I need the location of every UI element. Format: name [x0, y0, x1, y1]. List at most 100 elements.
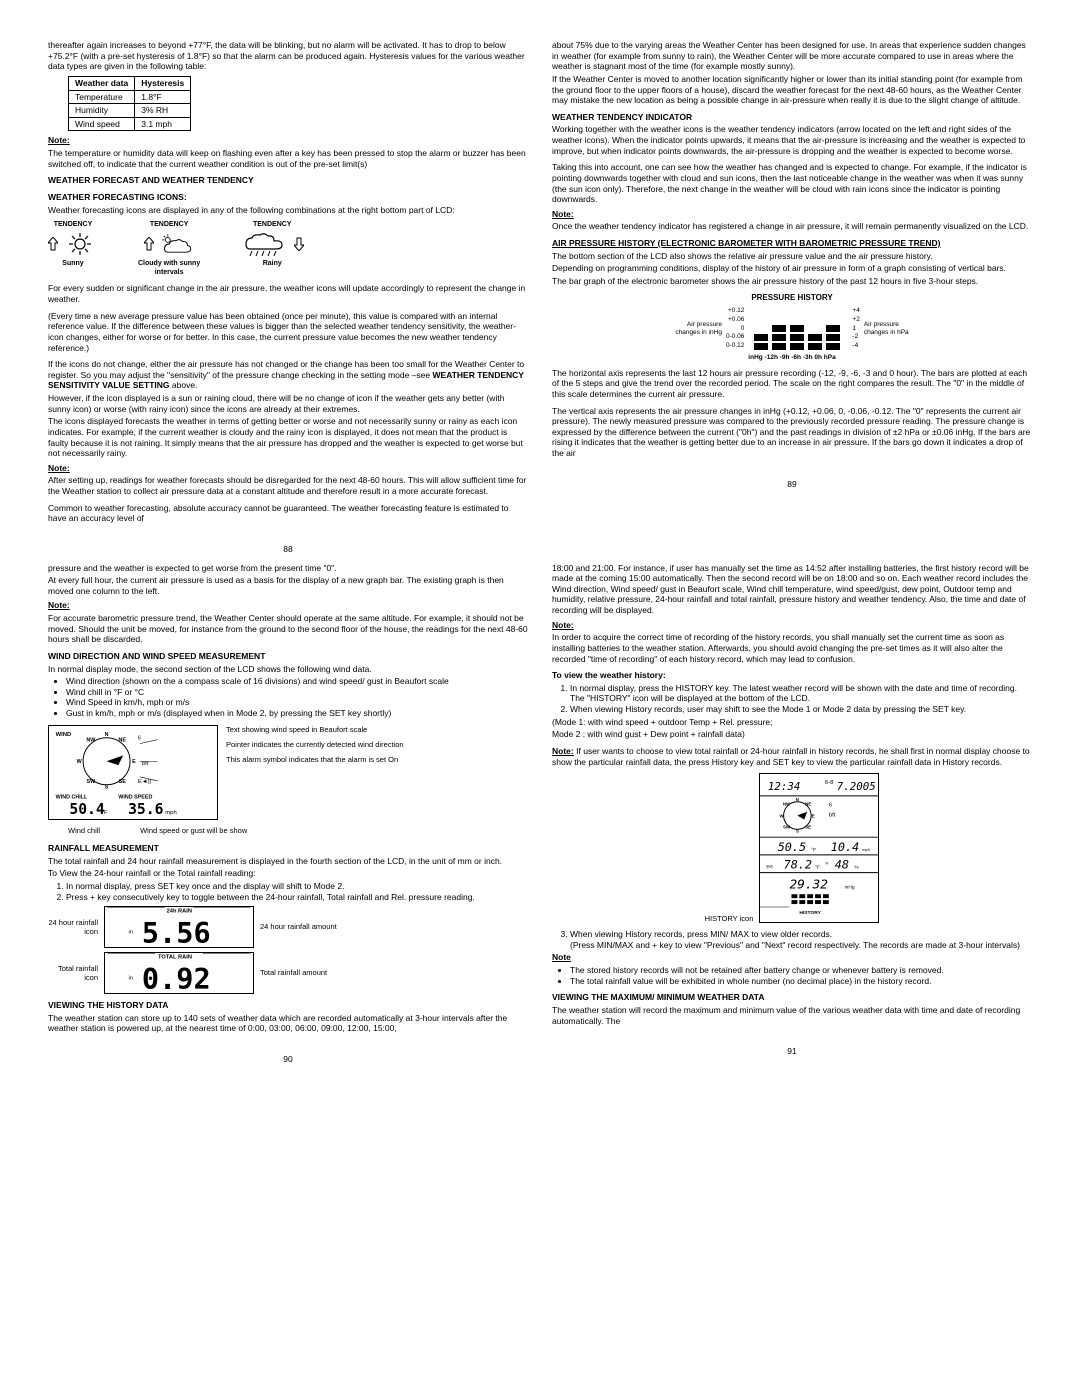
note-text: Once the weather tendency indicator has … [552, 221, 1032, 232]
td: 1.8°F [135, 90, 191, 104]
svg-text:7.2005: 7.2005 [837, 780, 876, 793]
rain-24h-display: 24 hour rainfall icon 24h RAIN 5.56 in 2… [48, 906, 528, 948]
svg-text:E: E [132, 759, 136, 765]
p: For every sudden or significant change i… [48, 283, 528, 304]
p: about 75% due to the varying areas the W… [552, 40, 1032, 72]
p: Note: If user wants to choose to view to… [552, 746, 1032, 767]
page-90: pressure and the weather is expected to … [40, 563, 536, 1065]
bar-chart-icon [748, 307, 848, 352]
svg-text:℗℗: ℗℗ [766, 865, 774, 871]
svg-text:inHg: inHg [845, 884, 855, 890]
page-number: 88 [48, 544, 528, 555]
td: 3.1 mph [135, 117, 191, 131]
svg-text:bft: bft [829, 813, 836, 819]
compass-icon: WIND NNWNE WE SWSES 6 bft E◄)) WIND CHIL… [48, 725, 218, 820]
arrow-down-icon [294, 237, 304, 251]
list-item: Wind chill in °F or °C [66, 687, 528, 698]
cloudy-block: TENDENCY Cloudy with sunny intervals [138, 221, 200, 277]
wind-heading: WIND DIRECTION AND WIND SPEED MEASUREMEN… [48, 651, 528, 662]
svg-text:TOTAL RAIN: TOTAL RAIN [158, 955, 192, 961]
page-91: 18:00 and 21:00. For instance, if user h… [544, 563, 1040, 1065]
chart-left-label: Air pressure changes in inHg [675, 321, 722, 337]
rain-24h-svg: 24h RAIN 5.56 in [104, 906, 254, 948]
p: In normal display mode, the second secti… [48, 664, 528, 675]
hysteresis-table: Weather dataHysteresis Temperature1.8°F … [68, 76, 191, 132]
svg-text:SW: SW [783, 824, 791, 829]
svg-text:NW: NW [783, 802, 791, 807]
svg-text:°F: °F [812, 847, 817, 853]
history-heading: VIEWING THE HISTORY DATA [48, 1000, 528, 1011]
wind-diagram: WIND NNWNE WE SWSES 6 bft E◄)) WIND CHIL… [48, 725, 528, 820]
label: Text showing wind speed in Beaufort scal… [226, 725, 404, 734]
page-number: 91 [552, 1046, 1032, 1057]
svg-text:SE: SE [806, 824, 812, 829]
label: Wind chill [68, 826, 100, 835]
p: The bar graph of the electronic baromete… [552, 276, 1032, 287]
label: 24 hour rainfall amount [260, 922, 337, 931]
svg-text:WIND: WIND [56, 731, 72, 737]
svg-text:50.4: 50.4 [69, 801, 104, 818]
weather-icons-row: TENDENCY Sunny TENDENCY Cloudy with sunn… [48, 221, 528, 277]
svg-text:6: 6 [829, 803, 833, 809]
p: The icons displayed forecasts the weathe… [48, 416, 528, 459]
p: Mode 2 : with wind gust + Dew point + ra… [552, 729, 1032, 740]
note-label: Note: [552, 209, 574, 219]
note-label: Note: [48, 135, 70, 145]
history-lcd-diagram: HISTORY icon 12:34 6-8 7.2005 NWES NWNES… [552, 773, 1032, 923]
wind-labels: Text showing wind speed in Beaufort scal… [226, 725, 404, 820]
pressure-heading: AIR PRESSURE HISTORY (ELECTRONIC BAROMET… [552, 238, 1032, 249]
td: Humidity [69, 104, 135, 118]
svg-text:HISTORY: HISTORY [800, 910, 822, 916]
svg-text:E: E [812, 814, 815, 819]
arrow-up-icon [48, 237, 58, 251]
list-item: The stored history records will not be r… [570, 965, 1032, 976]
cloudy-caption: Cloudy with sunny intervals [138, 260, 200, 278]
p: However, if the icon displayed is a sun … [48, 393, 528, 414]
p: The weather station will record the maxi… [552, 1005, 1032, 1026]
svg-text:WIND CHILL: WIND CHILL [56, 794, 88, 800]
tendency-label: TENDENCY [150, 221, 189, 230]
rain-total-svg: TOTAL RAIN 0.92 in [104, 952, 254, 994]
label: Total rainfall amount [260, 968, 327, 977]
note-text: After setting up, readings for weather f… [48, 475, 528, 496]
p: pressure and the weather is expected to … [48, 563, 528, 574]
svg-text:N: N [105, 731, 109, 737]
svg-text:78.2: 78.2 [784, 858, 812, 872]
tendency-label: TENDENCY [253, 221, 292, 230]
rainy-block: TENDENCY Rainy [240, 221, 304, 269]
p: Working together with the weather icons … [552, 124, 1032, 156]
page-number: 90 [48, 1054, 528, 1065]
rainy-caption: Rainy [263, 260, 282, 269]
list-item: Wind Speed in km/h, mph or m/s [66, 697, 528, 708]
note-label: Note [552, 952, 571, 962]
tendency-heading: WEATHER TENDENCY INDICATOR [552, 112, 1032, 123]
rain-total-display: Total rainfall icon TOTAL RAIN 0.92 in T… [48, 952, 528, 994]
svg-text:SE: SE [119, 778, 127, 784]
svg-text:SW: SW [87, 778, 97, 784]
svg-text:S: S [796, 828, 799, 833]
p: Depending on programming conditions, dis… [552, 263, 1032, 274]
list-item: In normal display, press the HISTORY key… [570, 683, 1032, 704]
chart-bottom-axis: inHg -12h -9h -6h -3h 0h hPa [552, 354, 1032, 362]
svg-text:NE: NE [806, 802, 812, 807]
sun-icon [62, 230, 98, 258]
td: 3% RH [135, 104, 191, 118]
p: The vertical axis represents the air pre… [552, 406, 1032, 459]
svg-text:S: S [105, 784, 109, 790]
svg-text:°F: °F [102, 810, 108, 816]
label: Pointer indicates the currently detected… [226, 740, 404, 749]
svg-text:E◄)): E◄)) [138, 778, 152, 784]
chart-right-label: Air pressure changes in hPa [864, 321, 909, 337]
svg-text:5.56: 5.56 [142, 916, 211, 948]
history-icon-label: HISTORY icon [705, 914, 754, 923]
svg-text:WIND SPEED: WIND SPEED [118, 794, 152, 800]
p: If the icons do not change, either the a… [48, 359, 528, 391]
svg-text:mph: mph [863, 847, 871, 852]
sunny-block: TENDENCY Sunny [48, 221, 98, 269]
svg-text:bft: bft [142, 761, 149, 767]
tendency-label: TENDENCY [54, 221, 93, 230]
label: 24 hour rainfall icon [48, 918, 98, 937]
note-label: Note: [48, 463, 70, 473]
intro-text: thereafter again increases to beyond +77… [48, 40, 528, 72]
sunny-caption: Sunny [62, 260, 83, 269]
